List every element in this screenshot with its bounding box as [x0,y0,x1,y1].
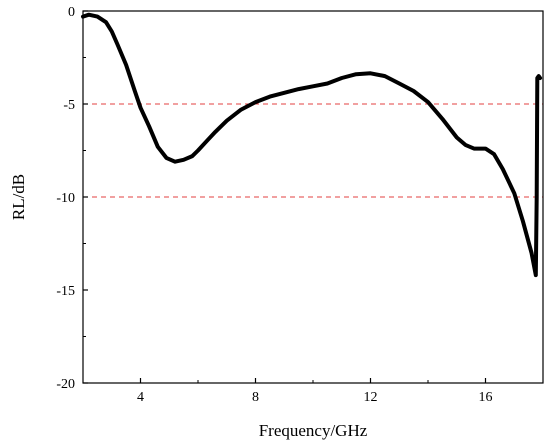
y-tick-label: 0 [68,5,75,20]
y-tick-label: -5 [63,98,75,113]
x-axis-title: Frequency/GHz [259,421,368,440]
x-tick-label: 16 [479,390,493,405]
y-tick-label: -10 [56,191,75,206]
axis-ticks [83,10,487,384]
reference-lines [83,103,543,198]
series-line-1 [81,12,543,278]
x-tick-label: 8 [252,390,259,405]
tick-labels: 4 8 12 16 0 -5 -10 -15 -20 [56,5,492,405]
x-tick-label: 12 [364,390,378,405]
series-lines [81,12,543,278]
x-tick-label: 4 [137,390,144,405]
y-tick-label: -15 [56,284,75,299]
y-tick-label: -20 [56,377,75,392]
y-axis-title: RL/dB [9,174,28,220]
